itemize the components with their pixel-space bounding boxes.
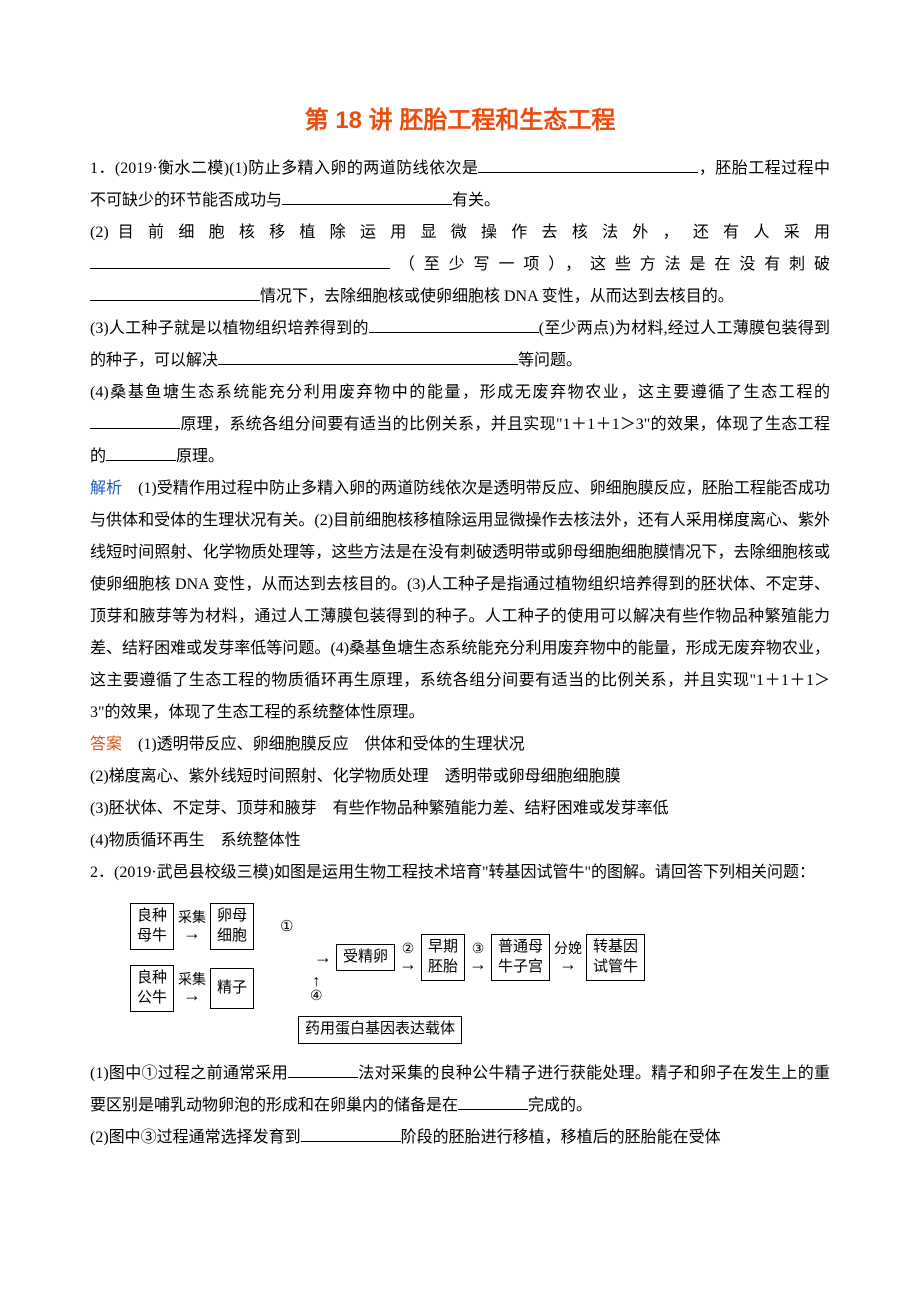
blank [90,284,260,301]
edge-caiji-1: 采集 → [178,912,206,942]
node-luanmu: 卵母细胞 [210,903,254,950]
text: (3)人工种子就是以植物组织培养得到的 [90,320,369,337]
diagram-row-bot-left: 良种公牛 采集 → 精子 ↑ ④ [130,965,830,1012]
node-jingzi: 精子 [210,968,254,1010]
node-zaiti: 药用蛋白基因表达载体 [298,1016,462,1044]
text: 情况下，去除细胞核或使卵细胞核 DNA 变性，从而达到去核目的。 [260,288,734,305]
text: 原理。 [176,448,224,465]
q1-part2: (2) 目 前 细 胞 核 移 植 除 运 用 显 微 操 作 去 核 法 外 … [90,217,830,313]
text: 有关。 [452,192,500,209]
answer-line2: (2)梯度离心、紫外线短时间照射、化学物质处理 透明带或卵母细胞细胞膜 [90,761,830,793]
q1-part3: (3)人工种子就是以植物组织培养得到的(至少两点)为材料,经过人工薄膜包装得到的… [90,313,830,377]
text: (2)图中③过程通常选择发育到 [90,1129,301,1146]
edge-label-4: ④ [310,990,323,1004]
arrow-right-icon: → [183,986,201,1004]
lecture-title: 第 18 讲 胚胎工程和生态工程 [90,100,830,135]
edge-label-1: ① [280,917,293,936]
page: 第 18 讲 胚胎工程和生态工程 1．(2019·衡水二模)(1)防止多精入卵的… [0,0,920,1214]
q2-intro: 2．(2019·武邑县校级三模)如图是运用生物工程技术培育"转基因试管牛"的图解… [90,857,830,889]
text: （至少写一项），这些方法是在没有刺破 [390,256,830,273]
explanation-text: (1)受精作用过程中防止多精入卵的两道防线依次是透明带反应、卵细胞膜反应，胚胎工… [90,480,830,721]
text: 阶段的胚胎进行移植，移植后的胚胎能在受体 [401,1129,721,1146]
node-muniu: 良种母牛 [130,903,174,950]
answer-label: 答案 [90,736,122,753]
answer-line3: (3)胚状体、不定芽、顶芽和腋芽 有些作物品种繁殖能力差、结籽困难或发芽率低 [90,793,830,825]
diagram-row-vector: 药用蛋白基因表达载体 [298,1016,830,1044]
q2-part1: (1)图中①过程之前通常采用法对采集的良种公牛精子进行获能处理。精子和卵子在发生… [90,1058,830,1122]
answer-text: (1)透明带反应、卵细胞膜反应 供体和受体的生理状况 [122,736,525,753]
blank [478,156,698,173]
edge-caiji-2: 采集 → [178,974,206,1004]
explanation: 解析 (1)受精作用过程中防止多精入卵的两道防线依次是透明带反应、卵细胞膜反应，… [90,473,830,729]
arrow-right-icon: → [183,924,201,942]
answer-line4: (4)物质循环再生 系统整体性 [90,825,830,857]
node-gongniu: 良种公牛 [130,965,174,1012]
arrow-up-icon: ↑ [312,974,320,990]
blank [288,1061,358,1078]
q1-part1: 1．(2019·衡水二模)(1)防止多精入卵的两道防线依次是，胚胎工程过程中不可… [90,153,830,217]
q1-lead: 1．(2019·衡水二模)(1)防止多精入卵的两道防线依次是 [90,160,478,177]
q1-part4: (4)桑基鱼塘生态系统能充分利用废弃物中的能量，形成无废弃物农业，这主要遵循了生… [90,377,830,473]
blank [218,348,518,365]
text: 完成的。 [528,1097,592,1114]
blank [106,444,176,461]
text: 等问题。 [518,352,582,369]
blank [90,252,390,269]
text: (2) 目 前 细 胞 核 移 植 除 运 用 显 微 操 作 去 核 法 外 … [90,224,830,241]
q2-part2: (2)图中③过程通常选择发育到 阶段的胚胎进行移植，移植后的胚胎能在受体 [90,1122,830,1154]
edge-4: ↑ ④ [310,974,323,1004]
blank [458,1093,528,1110]
explanation-label: 解析 [90,480,122,497]
blank [282,188,452,205]
blank [90,412,180,429]
blank [301,1125,401,1142]
text: (1)图中①过程之前通常采用 [90,1065,288,1082]
blank [369,316,539,333]
flow-diagram: 良种母牛 采集 → 卵母细胞 ① → 受精卵 ② → 早期胚胎 ③ → 普通母牛… [130,903,830,1044]
text: (4)桑基鱼塘生态系统能充分利用废弃物中的能量，形成无废弃物农业，这主要遵循了生… [90,384,830,401]
answer-line1: 答案 (1)透明带反应、卵细胞膜反应 供体和受体的生理状况 [90,729,830,761]
